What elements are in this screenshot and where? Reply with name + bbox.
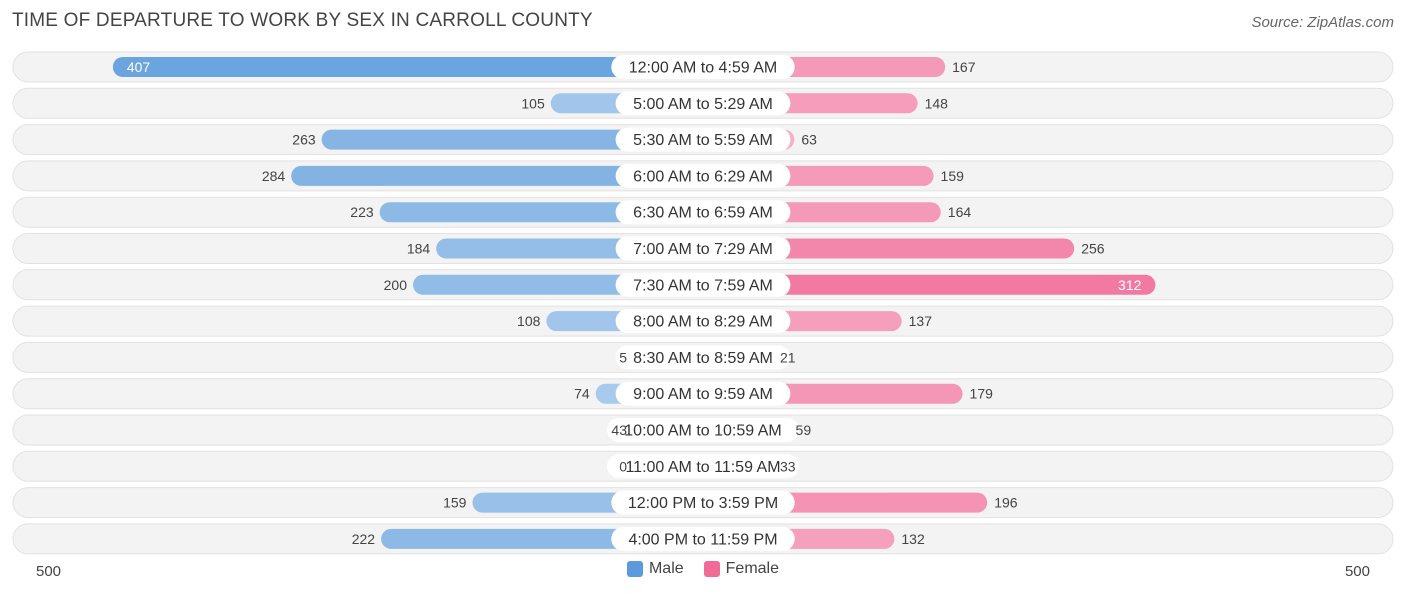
category-label-background [611, 526, 795, 551]
category-label: 9:00 AM to 9:59 AM [633, 386, 773, 403]
category-label-background [615, 236, 791, 261]
value-label-female: 21 [780, 349, 796, 365]
value-label-male: 43 [611, 422, 627, 438]
category-label: 8:30 AM to 8:59 AM [633, 350, 773, 367]
value-label-male: 74 [574, 386, 590, 402]
axis-right-label: 500 [1345, 563, 1370, 580]
category-label-background [615, 272, 791, 297]
axis-left-label: 500 [36, 563, 61, 580]
category-label: 12:00 AM to 4:59 AM [629, 60, 778, 77]
value-label-female: 63 [801, 132, 817, 148]
value-label-male: 407 [127, 59, 151, 75]
category-label: 4:00 PM to 11:59 PM [628, 531, 777, 548]
legend: Male Female [0, 560, 1406, 578]
category-label-background [615, 127, 791, 152]
legend-item-female: Female [703, 560, 780, 578]
legend-swatch-male [626, 561, 643, 577]
category-label-background [615, 91, 791, 116]
value-label-female: 179 [970, 386, 994, 402]
category-label: 5:00 AM to 5:29 AM [633, 96, 773, 113]
category-label-background [607, 454, 799, 479]
category-label-background [615, 163, 791, 188]
value-label-female: 33 [780, 458, 796, 474]
value-label-female: 167 [952, 59, 976, 75]
value-label-male: 284 [262, 168, 286, 184]
category-label: 8:00 AM to 8:29 AM [633, 314, 773, 331]
value-label-female: 196 [994, 495, 1018, 511]
value-label-male: 108 [517, 313, 541, 329]
category-label-background [611, 55, 795, 79]
category-label: 6:30 AM to 6:59 AM [633, 205, 773, 222]
bar-male [291, 165, 703, 186]
category-label: 7:30 AM to 7:59 AM [633, 277, 773, 294]
category-label-background [615, 345, 791, 370]
category-label: 12:00 PM to 3:59 PM [628, 495, 778, 512]
value-label-male: 0 [619, 458, 627, 474]
value-label-male: 222 [352, 531, 376, 547]
value-label-female: 148 [925, 95, 949, 111]
value-label-female: 137 [909, 313, 933, 329]
category-label-background [615, 200, 791, 225]
category-label-background [607, 418, 799, 442]
bar-female [703, 274, 1156, 295]
value-label-female: 256 [1081, 241, 1105, 257]
category-label-background [615, 381, 791, 406]
category-label: 11:00 AM to 11:59 AM [625, 459, 780, 476]
category-label: 7:00 AM to 7:29 AM [633, 241, 773, 258]
value-label-female: 59 [796, 422, 812, 438]
value-label-male: 184 [407, 241, 431, 257]
category-label-background [615, 309, 791, 334]
chart-title: TIME OF DEPARTURE TO WORK BY SEX IN CARR… [12, 10, 593, 31]
bar-male [321, 129, 703, 150]
category-label: 10:00 AM to 10:59 AM [624, 423, 781, 440]
value-label-male: 105 [521, 95, 545, 111]
value-label-male: 223 [350, 204, 374, 220]
source-attribution: Source: ZipAtlas.com [1251, 14, 1394, 31]
legend-label-male: Male [648, 560, 684, 577]
legend-swatch-female [703, 561, 720, 577]
legend-item-male: Male [626, 560, 684, 578]
value-label-male: 263 [292, 132, 316, 148]
value-label-female: 132 [901, 531, 925, 547]
value-label-female: 312 [1118, 277, 1142, 293]
bar-female [703, 238, 1075, 259]
value-label-male: 5 [619, 349, 627, 365]
category-label: 6:00 AM to 6:29 AM [633, 168, 773, 185]
value-label-male: 200 [384, 277, 408, 293]
bar-male [112, 57, 704, 77]
value-label-female: 159 [941, 168, 965, 184]
category-label: 5:30 AM to 5:59 AM [633, 132, 773, 149]
category-label-background [611, 490, 795, 515]
value-label-male: 159 [443, 495, 467, 511]
legend-label-female: Female [725, 560, 780, 577]
value-label-female: 164 [948, 204, 972, 220]
